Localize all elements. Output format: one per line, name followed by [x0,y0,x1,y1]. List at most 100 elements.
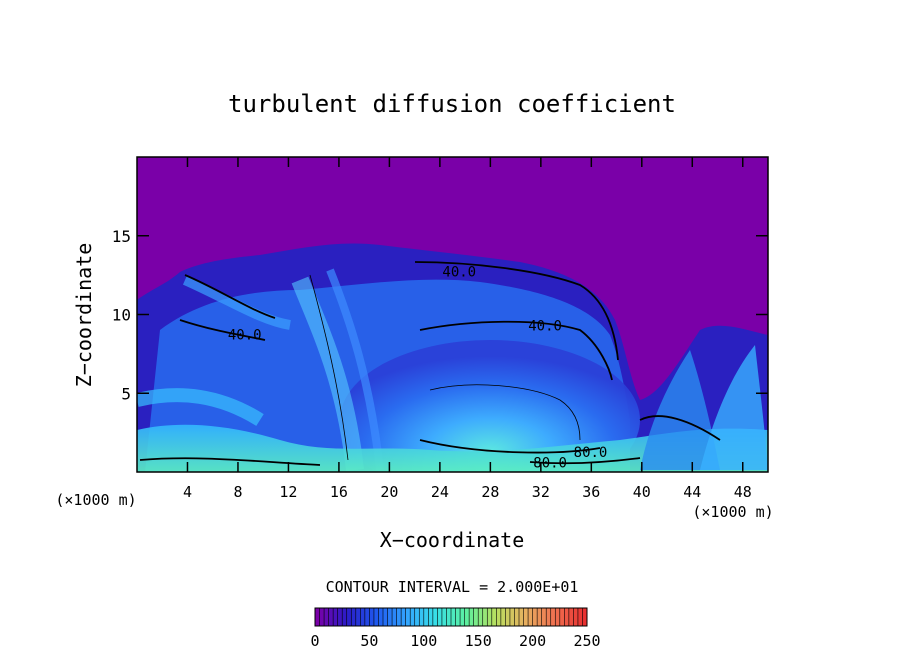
colorbar-swatch [328,608,334,626]
colorbar-swatch [396,608,402,626]
colorbar-tick-label: 250 [573,632,600,650]
colorbar-swatch [410,608,416,626]
contour-lines-thin [309,274,581,461]
x-tick-label: 28 [481,483,499,501]
colorbar-swatch [564,608,570,626]
contour-labels: 40.0 40.0 40.0 80.0 80.0 [228,265,608,472]
x-axis: 4 8 12 16 20 24 28 32 36 40 44 48 [183,157,752,501]
colorbar-swatch [532,608,538,626]
x-unit-left: (×1000 m) [55,491,136,509]
colorbar-swatch [441,608,447,626]
y-axis-label: Z−coordinate [72,243,96,388]
colorbar-swatch [568,608,574,626]
colorbar-swatch [405,608,411,626]
colorbar-swatch [324,608,330,626]
contour-label: 40.0 [442,265,476,281]
colorbar-swatch [491,608,497,626]
colorbar-swatch [392,608,398,626]
contour-label: 80.0 [574,445,608,461]
colorbar-swatch [423,608,429,626]
colorbar-swatch [342,608,348,626]
colorbar-tick-label: 0 [310,632,319,650]
colorbar-swatch [464,608,470,626]
colorbar-swatch [414,608,420,626]
colorbar-swatch [455,608,461,626]
colorbar-swatch [355,608,361,626]
colorbar-swatch [346,608,352,626]
x-tick-label: 44 [683,483,701,501]
colorbar-tick-label: 100 [410,632,437,650]
colorbar-swatch [505,608,511,626]
x-tick-label: 4 [183,483,192,501]
colorbar-swatch [519,608,525,626]
contour-label: 80.0 [533,455,567,471]
streak [326,268,384,471]
colorbar-swatch [373,608,379,626]
colorbar-swatch [315,608,321,626]
colorbar-swatch [573,608,579,626]
colorbar-swatch [383,608,389,626]
colorbar-swatch [446,608,452,626]
y-tick-label: 15 [112,227,131,246]
colorbar-swatch [333,608,339,626]
colorbar-swatch [582,608,588,626]
contour-lines [139,261,721,466]
colorbar-swatch [541,608,547,626]
plume [640,350,720,470]
colorbar-swatch [482,608,488,626]
colorbar-swatch [419,608,425,626]
colorbar-swatch [500,608,506,626]
vortex-core [340,340,640,472]
colorbar-frame [314,607,588,627]
colorbar-swatch [428,608,434,626]
chart-title: turbulent diffusion coefficient [228,90,676,118]
x-tick-label: 20 [380,483,398,501]
x-tick-label: 36 [582,483,600,501]
colorbar-swatch [523,608,529,626]
x-tick-label: 40 [633,483,651,501]
colorbar-swatch [469,608,475,626]
x-tick-label: 48 [734,483,752,501]
contour-label: 40.0 [528,318,562,334]
x-tick-label: 8 [233,483,242,501]
contour-interval: CONTOUR INTERVAL = 2.000E+01 [326,578,579,596]
colorbar-swatch [337,608,343,626]
streak [182,275,291,330]
x-tick-label: 12 [279,483,297,501]
surface-layer [137,424,768,472]
y-axis: 5 10 15 [112,227,768,403]
colorbar-swatch [401,608,407,626]
colorbar-swatch [514,608,520,626]
colorbar-tick-label: 150 [465,632,492,650]
colorbar-swatch [509,608,515,626]
plot-field [137,157,768,472]
streak [137,388,264,426]
y-tick-label: 10 [112,306,131,325]
colorbar-swatch [496,608,502,626]
x-unit-right: (×1000 m) [692,503,773,521]
colorbar-tick-label: 50 [360,632,378,650]
colorbar-swatch [378,608,384,626]
contour-label: 40.0 [228,328,262,344]
colorbar-swatch [559,608,565,626]
y-tick-label: 5 [121,384,131,403]
colorbar-swatch [555,608,561,626]
colorbar-tick-label: 200 [519,632,546,650]
colorbar-swatch [550,608,556,626]
colorbar-ticks: 0 50 100 150 200 250 [310,632,600,650]
colorbar-swatch [364,608,370,626]
colorbar-swatch [478,608,484,626]
colorbar-swatch [460,608,466,626]
colorbar-swatch [528,608,534,626]
x-tick-label: 16 [330,483,348,501]
colorbar-swatch [360,608,366,626]
colorbar-swatch [577,608,583,626]
colorbar-swatch [487,608,493,626]
x-tick-label: 32 [532,483,550,501]
colorbar-swatch [537,608,543,626]
colorbar-swatch [319,608,325,626]
colorbar-swatch [451,608,457,626]
colorbar-swatch [387,608,393,626]
x-axis-label: X−coordinate [380,528,525,552]
